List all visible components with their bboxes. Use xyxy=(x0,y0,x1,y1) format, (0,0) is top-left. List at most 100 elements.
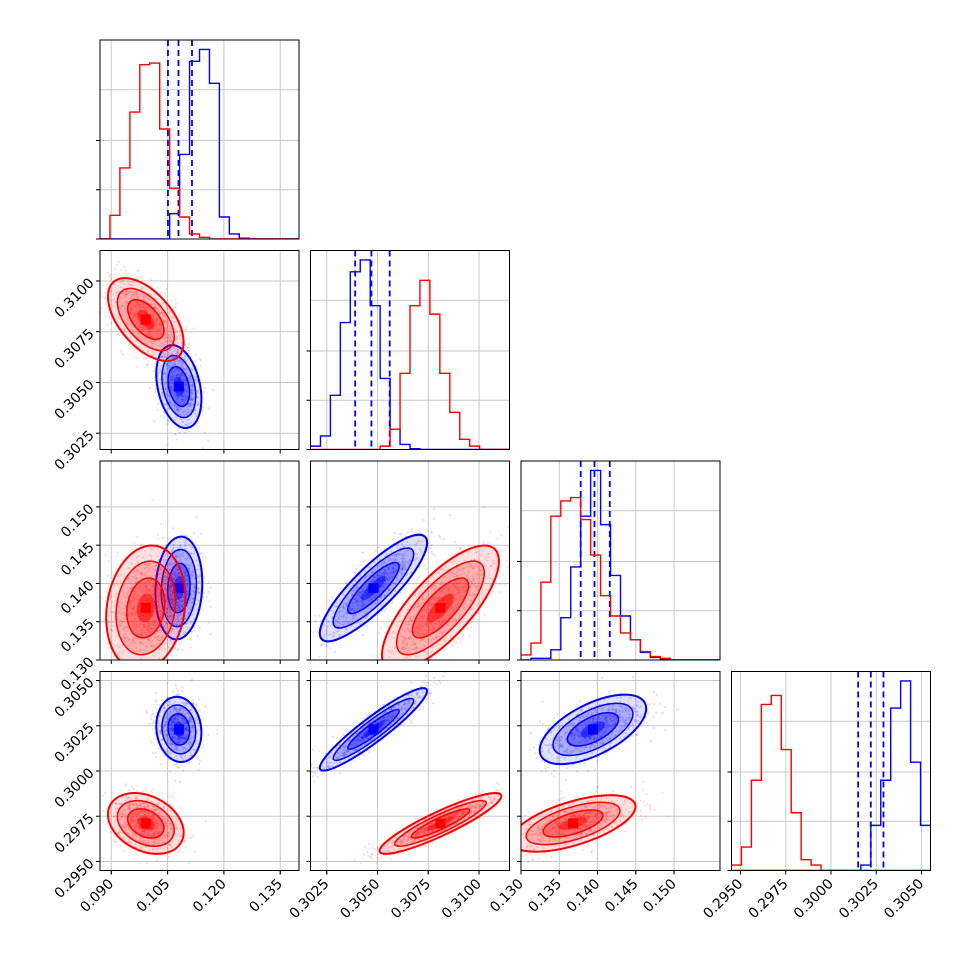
sample-point xyxy=(422,675,424,677)
sample-point xyxy=(114,268,117,271)
sample-point xyxy=(150,585,153,588)
sample-point xyxy=(132,607,135,610)
sample-point xyxy=(459,640,462,643)
sample-point xyxy=(162,536,165,540)
sample-point xyxy=(431,624,435,627)
sample-point xyxy=(339,587,343,590)
sample-point xyxy=(173,553,176,556)
sample-point xyxy=(417,626,421,629)
sample-point xyxy=(357,592,360,595)
sample-point xyxy=(157,635,160,638)
sample-point xyxy=(160,311,164,314)
sample-point xyxy=(443,619,446,622)
sample-point xyxy=(149,579,152,582)
sample-point xyxy=(118,650,121,653)
sample-point xyxy=(105,553,108,556)
sample-point xyxy=(191,397,194,400)
sample-point xyxy=(131,293,134,296)
sample-point xyxy=(136,332,139,336)
sample-point xyxy=(184,574,187,578)
sample-point xyxy=(171,339,174,343)
sample-point xyxy=(174,584,177,587)
sample-point xyxy=(155,621,158,624)
sample-point xyxy=(405,608,408,612)
sample-point xyxy=(193,549,196,553)
sample-point xyxy=(128,637,131,641)
sample-point xyxy=(124,303,127,306)
sample-point xyxy=(163,352,166,355)
sample-point xyxy=(184,540,187,543)
sample-point xyxy=(203,390,206,394)
sample-point xyxy=(339,622,342,625)
sample-point xyxy=(139,572,142,575)
sample-point xyxy=(511,539,513,541)
sample-point xyxy=(145,584,148,588)
sample-point xyxy=(121,305,124,308)
sample-point xyxy=(381,586,384,589)
sample-point xyxy=(146,306,149,309)
sample-point xyxy=(124,295,127,298)
sample-point xyxy=(178,409,181,412)
sample-point xyxy=(379,574,382,577)
sample-point xyxy=(302,663,304,665)
sample-point xyxy=(336,601,339,604)
sample-point xyxy=(451,608,454,611)
sample-point xyxy=(199,573,202,576)
sample-point xyxy=(175,555,178,559)
sample-point xyxy=(375,576,378,580)
sample-point xyxy=(142,303,145,306)
sample-point xyxy=(170,573,173,576)
sample-point xyxy=(498,583,501,586)
sample-point xyxy=(166,575,169,579)
sample-point xyxy=(179,623,182,626)
sample-point xyxy=(423,606,426,609)
sample-point xyxy=(190,582,193,585)
sample-point xyxy=(149,562,152,565)
sample-point xyxy=(372,602,375,605)
sample-point xyxy=(405,641,408,644)
sample-point xyxy=(140,306,143,309)
sample-point xyxy=(185,424,188,427)
sample-point xyxy=(357,621,360,624)
sample-point xyxy=(129,311,132,314)
sample-point xyxy=(169,381,172,384)
sample-point xyxy=(123,328,126,331)
sample-point xyxy=(161,623,164,626)
sample-point xyxy=(445,661,447,663)
sample-point xyxy=(423,650,426,653)
sample-point xyxy=(364,604,367,607)
sample-point xyxy=(390,558,393,561)
sample-point xyxy=(302,659,304,661)
sample-point xyxy=(184,569,187,572)
sample-point xyxy=(159,576,162,579)
sample-point xyxy=(162,301,165,304)
sample-point xyxy=(157,323,160,326)
sample-point xyxy=(190,399,193,402)
sample-point xyxy=(134,637,137,640)
sample-point xyxy=(176,596,179,599)
sample-point xyxy=(191,711,194,714)
sample-point xyxy=(381,572,384,575)
sample-point xyxy=(118,623,122,626)
sample-point xyxy=(186,584,189,587)
sample-point xyxy=(401,641,405,645)
sample-point xyxy=(129,307,132,310)
sample-point xyxy=(135,556,139,559)
sample-point xyxy=(136,301,139,304)
sample-point xyxy=(175,302,178,305)
sample-point xyxy=(348,587,351,590)
sample-point xyxy=(165,362,169,366)
sample-point xyxy=(400,563,403,566)
sample-point xyxy=(117,575,120,578)
sample-point xyxy=(418,625,421,628)
sample-point xyxy=(113,617,116,620)
sample-point xyxy=(458,622,461,625)
sample-point xyxy=(115,315,118,318)
y-tick-label: 0.3100 xyxy=(52,275,98,321)
sample-point xyxy=(185,623,188,626)
sample-point xyxy=(429,603,432,607)
sample-point xyxy=(187,581,190,585)
sample-point xyxy=(158,333,162,336)
sample-point xyxy=(425,624,428,628)
